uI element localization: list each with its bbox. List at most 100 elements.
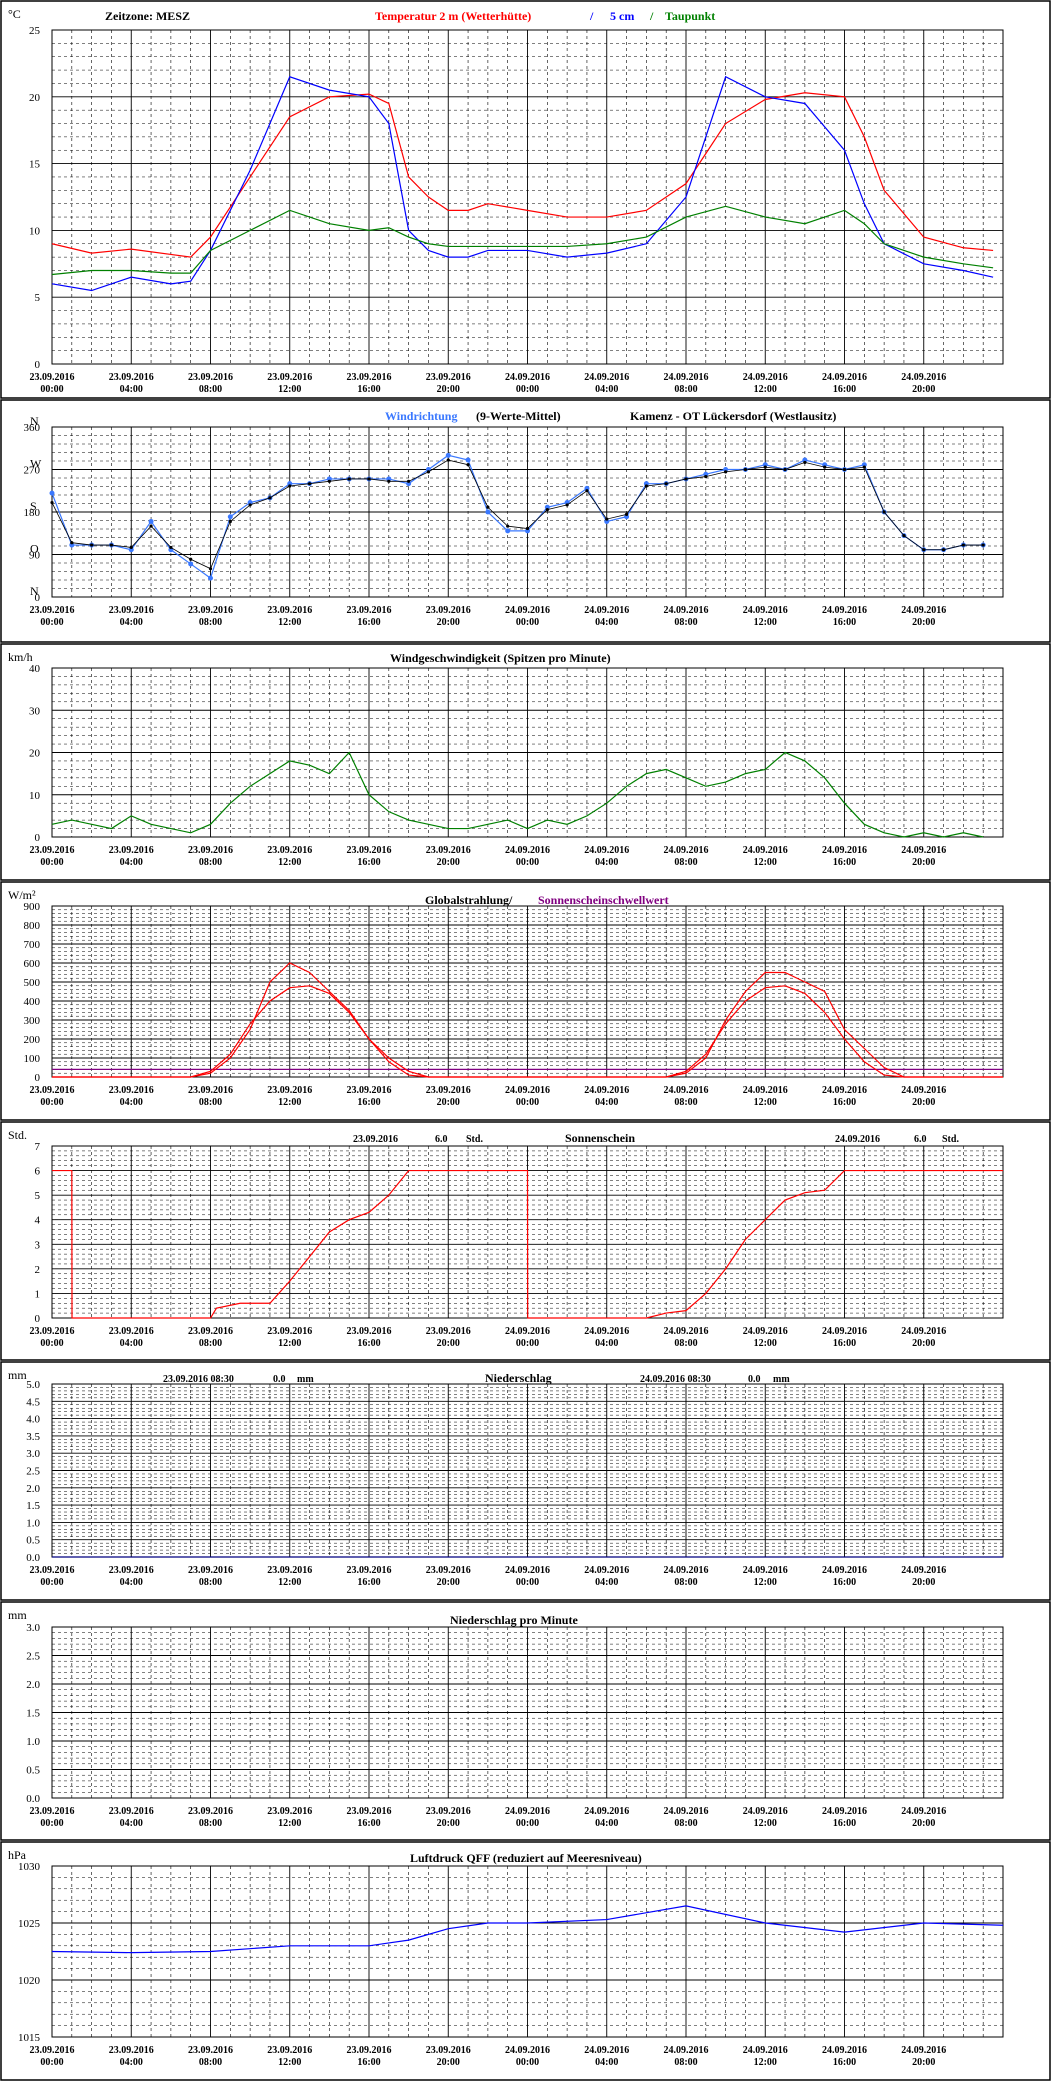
x-tick-date: 23.09.2016 — [267, 1806, 312, 1817]
x-tick-time: 20:00 — [437, 857, 460, 868]
x-tick-time: 08:00 — [674, 1338, 697, 1349]
x-tick-date: 23.09.2016 — [30, 1806, 75, 1817]
series-line — [51, 75, 994, 292]
y-tick-label: 500 — [24, 977, 41, 989]
x-tick-time: 04:00 — [120, 617, 143, 628]
x-tick-time: 16:00 — [833, 1097, 856, 1108]
y-tick-label: 180 — [24, 507, 41, 519]
x-tick-date: 23.09.2016 — [347, 605, 392, 616]
x-tick-time: 00:00 — [516, 1577, 539, 1588]
panel-temp: 0 5 10 15 20 25 °C Zeitzone: MESZ Temperatur 2 m… — [0, 0, 1051, 399]
x-tick-date: 23.09.2016 — [426, 1565, 471, 1576]
unit-label: °C — [8, 7, 21, 21]
series-line — [51, 459, 984, 570]
x-tick-time: 12:00 — [278, 1818, 301, 1829]
x-tick-time: 08:00 — [199, 1338, 222, 1349]
compass-label: N — [30, 414, 39, 428]
total-date: 23.09.2016 08:30 — [163, 1374, 234, 1385]
compass-label: W — [30, 457, 42, 471]
x-tick-date: 23.09.2016 — [188, 1085, 233, 1096]
panel-frame — [0, 0, 1051, 399]
x-axis-labels: 23.09.201600:0023.09.201604:0023.09.2016… — [30, 1326, 947, 1349]
x-tick-date: 24.09.2016 — [584, 1085, 629, 1096]
x-tick-date: 24.09.2016 — [743, 1565, 788, 1576]
chart-title-part: Windrichtung — [385, 409, 457, 423]
chart-title-part: (9-Werte-Mittel) — [476, 409, 561, 423]
total-unit: Std. — [942, 1134, 959, 1145]
total-value: 6.0 — [435, 1134, 448, 1145]
x-tick-date: 23.09.2016 — [109, 1326, 154, 1337]
total-unit: Std. — [466, 1134, 483, 1145]
x-tick-date: 23.09.2016 — [30, 845, 75, 856]
x-tick-date: 23.09.2016 — [426, 845, 471, 856]
x-tick-time: 12:00 — [278, 1577, 301, 1588]
x-tick-time: 04:00 — [595, 857, 618, 868]
x-tick-date: 24.09.2016 — [584, 1565, 629, 1576]
chart-title-part: Luftdruck QFF (reduziert auf Meeresnivea… — [410, 1851, 642, 1865]
x-tick-date: 24.09.2016 — [505, 2045, 550, 2056]
x-tick-time: 04:00 — [120, 384, 143, 395]
x-tick-date: 23.09.2016 — [188, 1326, 233, 1337]
x-tick-time: 16:00 — [357, 1338, 380, 1349]
y-tick-label: 2 — [35, 1264, 41, 1276]
x-tick-time: 16:00 — [833, 1577, 856, 1588]
x-tick-time: 04:00 — [595, 1577, 618, 1588]
x-tick-time: 12:00 — [754, 2057, 777, 2068]
total-unit: mm — [773, 1374, 790, 1385]
x-tick-time: 20:00 — [912, 384, 935, 395]
panel-frame — [0, 1841, 1051, 2081]
y-tick-label: 5 — [35, 292, 41, 304]
chart-title-part: / — [649, 9, 654, 23]
series-line — [51, 205, 994, 276]
x-tick-date: 24.09.2016 — [822, 845, 867, 856]
x-tick-time: 20:00 — [912, 2057, 935, 2068]
total-date: 24.09.2016 — [835, 1134, 880, 1145]
y-tick-label: 0.0 — [26, 1793, 40, 1805]
x-tick-time: 20:00 — [437, 617, 460, 628]
x-tick-date: 23.09.2016 — [426, 2045, 471, 2056]
chart-title-part: 5 cm — [610, 9, 634, 23]
series-line — [52, 1169, 1003, 1319]
x-tick-time: 08:00 — [674, 857, 697, 868]
x-tick-time: 04:00 — [595, 1097, 618, 1108]
x-tick-date: 24.09.2016 — [664, 605, 709, 616]
chart-title-part: Windgeschwindigkeit (Spitzen pro Minute) — [390, 651, 611, 665]
x-tick-date: 23.09.2016 — [30, 1326, 75, 1337]
y-tick-label: 2.0 — [26, 1483, 40, 1495]
x-tick-date: 24.09.2016 — [664, 1565, 709, 1576]
x-tick-time: 04:00 — [595, 2057, 618, 2068]
y-tick-label: 200 — [24, 1034, 41, 1046]
chart-title: Sonnenschein — [565, 1131, 635, 1145]
x-tick-date: 23.09.2016 — [347, 372, 392, 383]
x-tick-date: 23.09.2016 — [267, 605, 312, 616]
x-tick-date: 24.09.2016 — [505, 605, 550, 616]
x-tick-time: 00:00 — [516, 617, 539, 628]
panel-frame — [0, 881, 1051, 1121]
y-tick-label: 2.0 — [26, 1679, 40, 1691]
y-tick-label: 0 — [35, 832, 41, 844]
x-tick-time: 12:00 — [278, 617, 301, 628]
y-tick-label: 1.5 — [26, 1708, 40, 1720]
x-tick-date: 24.09.2016 — [901, 1806, 946, 1817]
x-tick-time: 20:00 — [437, 1338, 460, 1349]
x-tick-time: 16:00 — [357, 1097, 380, 1108]
y-tick-label: 6 — [35, 1166, 41, 1178]
panel-precip_min: 0.0 0.5 1.0 1.5 2.0 2.5 3.0mm Niederschlag pro … — [0, 1601, 1051, 1841]
x-tick-date: 23.09.2016 — [30, 372, 75, 383]
x-axis-labels: 23.09.201600:0023.09.201604:0023.09.2016… — [30, 1806, 947, 1829]
chart-title-part: Taupunkt — [665, 9, 715, 23]
x-tick-time: 08:00 — [199, 2057, 222, 2068]
x-tick-time: 08:00 — [674, 1577, 697, 1588]
chart-title-part: Temperatur 2 m (Wetterhütte) — [375, 9, 531, 23]
x-tick-date: 24.09.2016 — [743, 372, 788, 383]
x-tick-time: 12:00 — [754, 857, 777, 868]
x-tick-time: 12:00 — [754, 1097, 777, 1108]
y-tick-label: 100 — [24, 1053, 41, 1065]
x-tick-date: 24.09.2016 — [822, 2045, 867, 2056]
x-tick-date: 23.09.2016 — [188, 1565, 233, 1576]
compass-label: S — [30, 499, 37, 513]
x-axis-labels: 23.09.201600:0023.09.201604:0023.09.2016… — [30, 605, 947, 628]
